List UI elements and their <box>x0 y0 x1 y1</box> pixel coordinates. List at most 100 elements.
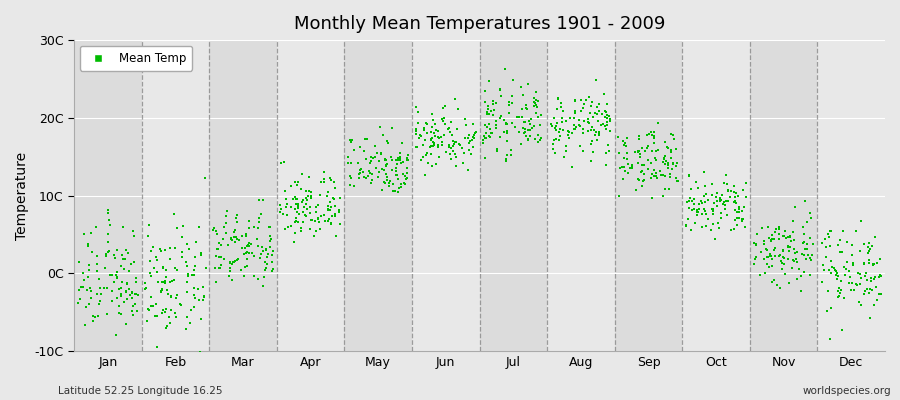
Point <box>481 106 495 112</box>
Point <box>832 284 847 291</box>
Point <box>149 344 164 350</box>
Point <box>94 285 108 292</box>
Point <box>478 135 492 141</box>
Point <box>581 120 596 126</box>
Point <box>377 167 392 174</box>
Point <box>694 198 708 204</box>
Point <box>394 160 409 166</box>
Point <box>86 313 100 319</box>
Point <box>806 241 820 247</box>
Point <box>618 143 633 149</box>
Point <box>379 161 393 168</box>
Point <box>196 292 211 299</box>
Point <box>216 236 230 242</box>
Point <box>328 203 342 210</box>
Point <box>377 156 392 163</box>
Point <box>796 269 811 275</box>
Point <box>127 233 141 239</box>
Point <box>385 125 400 132</box>
Point <box>866 262 880 268</box>
Point <box>103 222 117 229</box>
Point <box>82 301 96 308</box>
Point <box>731 193 745 200</box>
Point <box>650 175 664 182</box>
Point <box>852 281 867 287</box>
Point <box>499 156 513 162</box>
Point <box>644 175 658 182</box>
Point <box>783 233 797 239</box>
Point <box>359 136 374 143</box>
Point <box>424 151 438 158</box>
Point <box>717 202 732 208</box>
Point <box>195 283 210 290</box>
Point <box>151 279 166 285</box>
Point <box>143 273 157 279</box>
Point <box>661 165 675 171</box>
Point <box>790 249 805 255</box>
Point <box>259 246 274 252</box>
Point <box>701 196 716 203</box>
Point <box>287 194 302 200</box>
Point <box>212 265 226 272</box>
Point <box>166 211 181 217</box>
Point <box>626 162 640 168</box>
Point <box>217 256 231 262</box>
Point <box>599 101 614 107</box>
Point <box>369 149 383 156</box>
Point <box>589 76 603 83</box>
Point <box>873 273 887 280</box>
Point <box>118 255 132 262</box>
Point <box>645 148 660 154</box>
Point <box>682 198 697 204</box>
Point <box>410 108 425 115</box>
Point <box>481 110 495 117</box>
Point <box>652 168 667 175</box>
Point <box>99 251 113 258</box>
Point <box>664 149 679 156</box>
Point <box>728 206 742 213</box>
Point <box>167 310 182 316</box>
Point <box>487 107 501 113</box>
Point <box>527 95 542 102</box>
Point <box>263 223 277 230</box>
Point <box>824 228 838 234</box>
Point <box>228 234 242 240</box>
Point <box>386 181 400 188</box>
Point <box>303 217 318 224</box>
Point <box>223 259 238 266</box>
Point <box>709 202 724 209</box>
Point <box>184 307 198 314</box>
Point <box>450 126 464 132</box>
Point <box>771 226 786 233</box>
Point <box>520 80 535 87</box>
Point <box>834 326 849 333</box>
Point <box>263 243 277 250</box>
Point <box>484 130 499 137</box>
Point <box>575 130 590 136</box>
Point <box>483 108 498 114</box>
Point <box>294 171 309 178</box>
Point <box>586 149 600 155</box>
Point <box>634 182 649 189</box>
Point <box>373 124 387 130</box>
Point <box>225 237 239 243</box>
Point <box>803 254 817 261</box>
Point <box>748 256 762 262</box>
Point <box>525 125 539 131</box>
Point <box>445 118 459 125</box>
Point <box>187 262 202 269</box>
Point <box>784 238 798 244</box>
Point <box>512 129 526 135</box>
Point <box>478 99 492 105</box>
Point <box>755 225 770 231</box>
Point <box>770 226 784 232</box>
Point <box>112 286 127 292</box>
Point <box>390 160 404 167</box>
Point <box>862 257 877 264</box>
Point <box>375 132 390 138</box>
Point <box>313 178 328 185</box>
Point <box>447 140 462 147</box>
Point <box>386 188 400 194</box>
Point <box>732 204 746 210</box>
Point <box>544 123 559 129</box>
